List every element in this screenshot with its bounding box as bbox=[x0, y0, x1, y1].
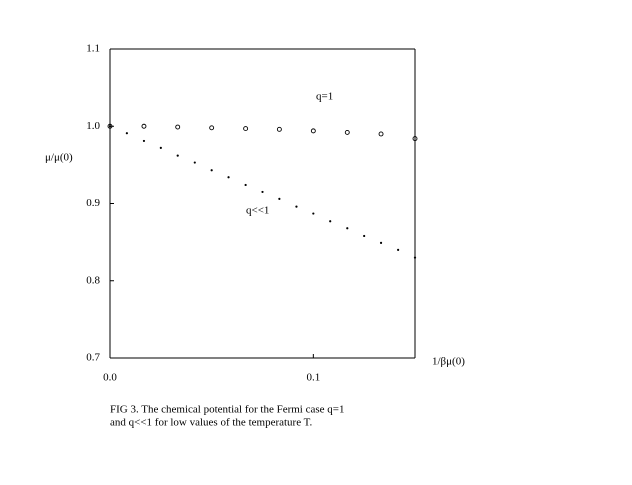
data-point bbox=[329, 220, 332, 223]
data-point bbox=[363, 234, 366, 238]
series-label: q=1 bbox=[316, 91, 333, 103]
data-point bbox=[125, 132, 128, 135]
y-axis-label: μ/μ(0) bbox=[45, 152, 73, 164]
data-point bbox=[244, 183, 247, 187]
data-point bbox=[108, 125, 112, 128]
data-point bbox=[378, 131, 384, 137]
data-point bbox=[278, 197, 281, 200]
data-point bbox=[261, 190, 264, 194]
data-point bbox=[379, 241, 383, 244]
data-point bbox=[176, 154, 179, 157]
data-point bbox=[227, 176, 230, 179]
data-point bbox=[209, 125, 215, 131]
data-point bbox=[310, 128, 316, 134]
y-tick-label: 0.9 bbox=[86, 197, 100, 209]
x-axis-label: 1/βμ(0) bbox=[432, 356, 465, 368]
data-point bbox=[344, 129, 350, 135]
data-point bbox=[175, 124, 181, 130]
data-point bbox=[210, 169, 213, 172]
caption-line: FIG 3. The chemical potential for the Fe… bbox=[110, 404, 345, 416]
data-point bbox=[141, 123, 147, 129]
y-tick-label: 0.8 bbox=[86, 274, 100, 286]
data-point bbox=[243, 126, 249, 132]
y-tick-label: 0.7 bbox=[86, 352, 100, 364]
data-point bbox=[276, 126, 282, 132]
data-point bbox=[412, 136, 418, 142]
x-tick-label: 0.1 bbox=[306, 372, 320, 384]
data-point bbox=[397, 248, 400, 251]
data-point bbox=[107, 123, 113, 129]
caption-line: and q<<1 for low values of the temperatu… bbox=[110, 417, 313, 429]
data-point bbox=[159, 146, 162, 149]
data-point bbox=[413, 256, 417, 259]
data-point bbox=[346, 227, 349, 230]
y-tick-label: 1.0 bbox=[86, 120, 100, 132]
data-point bbox=[312, 212, 315, 215]
data-point bbox=[193, 161, 196, 164]
y-tick-label: 1.1 bbox=[86, 43, 100, 55]
x-tick-label: 0.0 bbox=[103, 372, 117, 384]
data-point bbox=[142, 139, 146, 143]
data-point bbox=[295, 205, 298, 208]
series-label: q<<1 bbox=[246, 205, 269, 217]
